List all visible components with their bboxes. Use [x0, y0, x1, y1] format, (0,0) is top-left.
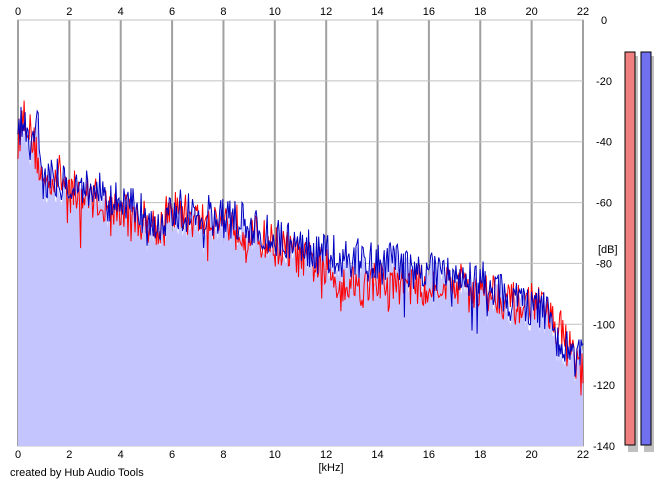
x-tick-label-top: 10 [269, 6, 281, 18]
x-tick-label-bottom: 22 [577, 449, 589, 461]
y-tick-label: -60 [596, 198, 612, 210]
spectrum-line-red [17, 100, 584, 396]
x-tick-label-bottom: 8 [220, 449, 226, 461]
x-tick-label-top: 18 [474, 6, 486, 18]
y-tick-label: -20 [596, 76, 612, 88]
y-tick-label: -80 [596, 258, 612, 270]
x-tick-labels-bottom: 0 2 4 6 8 10 12 14 16 18 20 22 [15, 449, 589, 461]
spectrum-fill-area [18, 112, 583, 447]
level-meters [624, 51, 654, 452]
y-tick-labels: 0 -20 -40 -60 -80 -100 -120 -140 [593, 15, 615, 453]
x-tick-label-bottom: 20 [526, 449, 538, 461]
x-tick-label-bottom: 12 [320, 449, 332, 461]
x-tick-label-bottom: 2 [66, 449, 72, 461]
spectrum-line-blue [17, 106, 584, 377]
y-tick-label: 0 [601, 15, 607, 27]
x-tick-label-top: 20 [526, 6, 538, 18]
x-tick-label-top: 0 [15, 6, 21, 18]
x-tick-label-top: 6 [169, 6, 175, 18]
x-tick-label-bottom: 18 [474, 449, 486, 461]
y-tick-label: -120 [593, 380, 615, 392]
x-tick-label-top: 16 [423, 6, 435, 18]
credit-text: created by Hub Audio Tools [10, 467, 144, 479]
x-tick-label-top: 22 [577, 6, 589, 18]
x-tick-label-top: 4 [118, 6, 124, 18]
x-tick-label-bottom: 4 [118, 449, 124, 461]
x-tick-label-bottom: 10 [269, 449, 281, 461]
y-tick-label: -140 [593, 441, 615, 453]
x-tick-label-top: 8 [220, 6, 226, 18]
y-axis-label: [dB] [598, 244, 618, 256]
x-tick-label-bottom: 16 [423, 449, 435, 461]
x-tick-label-top: 14 [371, 6, 383, 18]
x-tick-label-top: 2 [66, 6, 72, 18]
x-tick-label-bottom: 0 [15, 449, 21, 461]
x-tick-labels-top: 0 2 4 6 8 10 12 14 16 18 20 22 [15, 6, 589, 18]
level-meter-bar [624, 51, 636, 446]
x-tick-label-top: 12 [320, 6, 332, 18]
x-axis-label: [kHz] [318, 462, 343, 474]
x-tick-label-bottom: 6 [169, 449, 175, 461]
x-tick-label-bottom: 14 [371, 449, 383, 461]
level-meter-bar [640, 51, 652, 446]
y-tick-label: -40 [596, 137, 612, 149]
y-tick-label: -100 [593, 319, 615, 331]
